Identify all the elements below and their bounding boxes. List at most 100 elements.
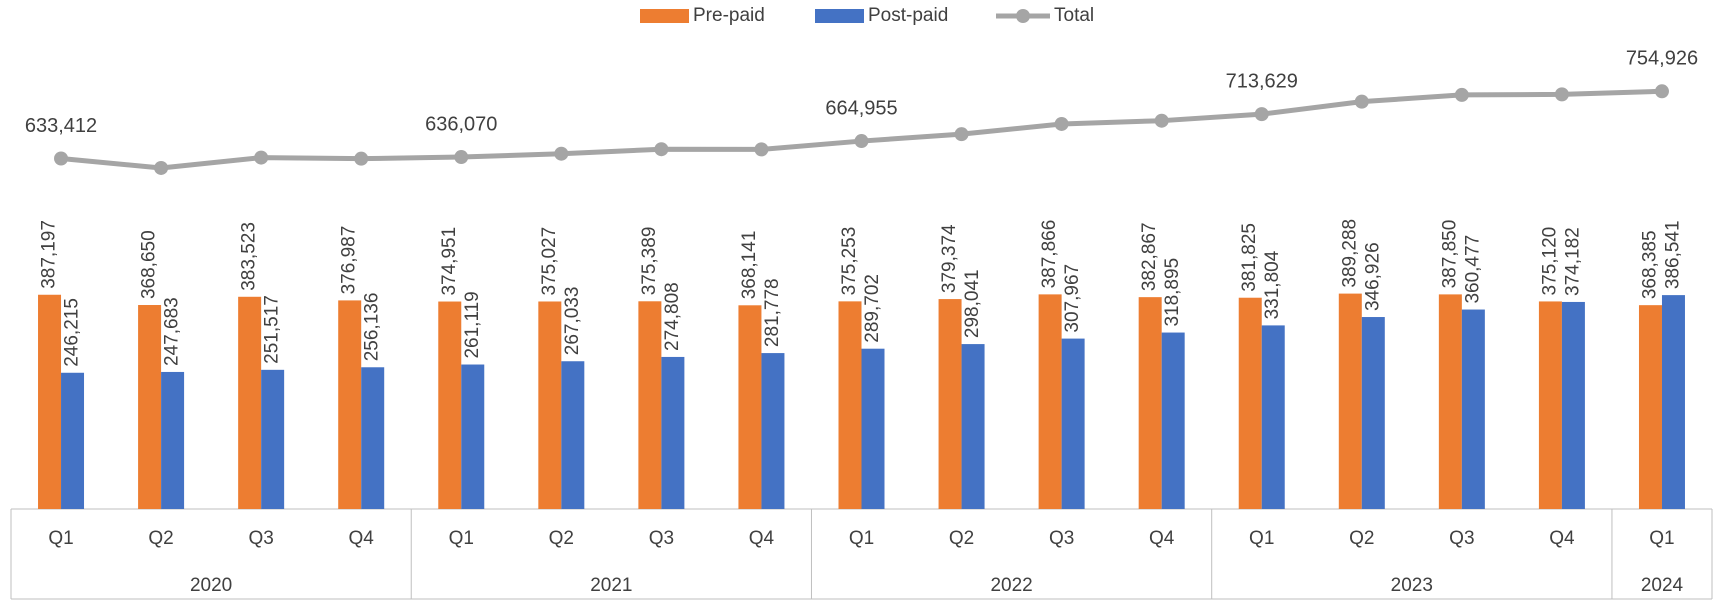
legend-swatch (1016, 9, 1030, 23)
data-label: 368,141 (739, 231, 760, 300)
data-label: 383,523 (239, 222, 260, 291)
x-tick-label: Q2 (949, 528, 974, 549)
bar (1561, 301, 1585, 509)
data-label: 360,477 (1462, 235, 1483, 304)
bar (1061, 338, 1085, 509)
bar (261, 369, 285, 509)
data-label: 256,136 (362, 293, 383, 362)
bar (461, 364, 485, 509)
x-tick-label: Q2 (1349, 528, 1374, 549)
bar (861, 348, 885, 509)
line-marker (954, 127, 969, 142)
data-label: 633,412 (25, 115, 97, 137)
x-tick-label: Q4 (749, 528, 775, 549)
data-label: 382,867 (1139, 222, 1160, 291)
bar (161, 371, 185, 509)
bar (1661, 295, 1685, 509)
line-marker (754, 142, 769, 157)
data-label: 387,866 (1039, 220, 1060, 289)
data-label: 346,926 (1362, 242, 1383, 311)
bar (138, 305, 162, 509)
data-label: 389,288 (1339, 219, 1360, 288)
bar (638, 301, 662, 509)
line-marker (1354, 94, 1369, 109)
bar (38, 294, 62, 509)
data-label: 754,926 (1626, 48, 1698, 70)
legend-swatch (640, 9, 689, 23)
line-marker (554, 146, 569, 161)
line-marker (1454, 87, 1469, 102)
bar (1038, 294, 1062, 509)
bar (1338, 293, 1362, 509)
x-group-label: 2024 (1641, 575, 1684, 596)
data-label: 375,027 (539, 227, 560, 296)
line-marker (154, 160, 169, 175)
x-tick-label: Q3 (1049, 528, 1074, 549)
data-label: 374,182 (1562, 227, 1583, 296)
bar (661, 356, 685, 509)
data-label: 386,541 (1662, 220, 1683, 289)
bar (1161, 332, 1185, 509)
data-label: 713,629 (1226, 70, 1298, 92)
x-tick-label: Q1 (449, 528, 474, 549)
x-group-label: 2021 (590, 575, 632, 596)
bar (1461, 309, 1485, 509)
x-tick-label: Q2 (549, 528, 574, 549)
bar (1438, 294, 1462, 509)
line-marker (354, 151, 369, 166)
bar (1261, 325, 1285, 509)
x-tick-label: Q1 (1649, 528, 1674, 549)
bar (61, 372, 85, 509)
bar (338, 300, 362, 509)
data-label: 307,967 (1062, 264, 1083, 333)
bar (561, 361, 585, 509)
bar (1361, 317, 1385, 509)
data-label: 387,197 (39, 220, 60, 289)
bar (1238, 297, 1262, 509)
legend-swatch (815, 9, 864, 23)
line-marker (1154, 113, 1169, 128)
data-label: 289,702 (862, 274, 883, 343)
data-label: 375,120 (1539, 227, 1560, 296)
line-marker (1554, 87, 1569, 102)
x-tick-label: Q1 (1249, 528, 1274, 549)
x-tick-label: Q4 (1549, 528, 1575, 549)
x-tick-label: Q4 (349, 528, 375, 549)
data-label: 664,955 (825, 97, 897, 119)
data-label: 318,895 (1162, 258, 1183, 327)
data-label: 636,070 (425, 113, 497, 135)
x-tick-label: Q3 (248, 528, 273, 549)
x-tick-label: Q3 (649, 528, 674, 549)
data-label: 251,517 (262, 295, 283, 364)
data-label: 368,650 (139, 230, 160, 299)
line-marker (854, 134, 869, 149)
line-marker (454, 150, 469, 165)
legend-label: Post-paid (868, 5, 948, 26)
legend-label: Pre-paid (693, 5, 765, 26)
data-label: 387,850 (1439, 220, 1460, 289)
x-group-label: 2022 (990, 575, 1032, 596)
bar (938, 299, 962, 509)
x-tick-label: Q2 (148, 528, 173, 549)
line-marker (254, 150, 269, 165)
data-label: 381,825 (1239, 223, 1260, 292)
bar (538, 301, 562, 509)
line-marker (1654, 84, 1669, 99)
bar (838, 301, 862, 509)
data-label: 376,987 (339, 226, 360, 295)
bar (1538, 301, 1562, 509)
bar (438, 301, 462, 509)
data-label: 375,389 (639, 227, 660, 296)
bar (738, 305, 762, 509)
data-label: 331,804 (1262, 250, 1283, 319)
data-label: 298,041 (962, 269, 983, 338)
data-label: 368,385 (1639, 230, 1660, 299)
x-tick-label: Q1 (48, 528, 73, 549)
data-label: 274,808 (662, 282, 683, 351)
bar (1138, 297, 1162, 509)
x-group-label: 2020 (190, 575, 232, 596)
data-label: 261,119 (462, 291, 483, 358)
bar (1638, 305, 1662, 509)
legend-label: Total (1054, 5, 1094, 26)
